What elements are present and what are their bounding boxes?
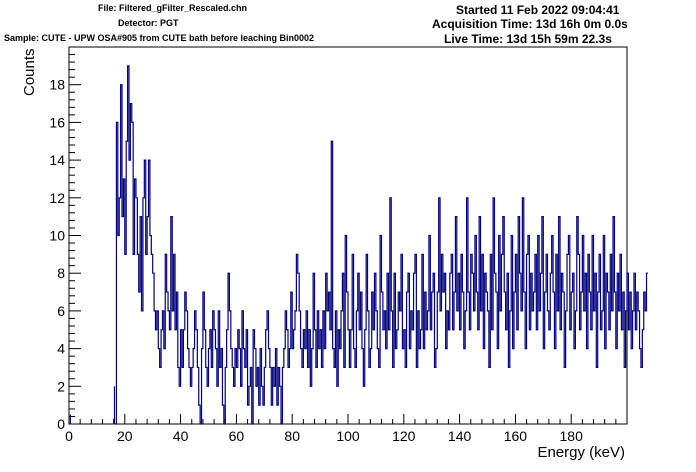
x-tick-label: 100 [336, 428, 360, 444]
y-tick-label: 12 [49, 190, 65, 206]
y-tick-label: 14 [49, 152, 65, 168]
y-tick-label: 10 [49, 228, 65, 244]
x-tick-label: 60 [229, 428, 245, 444]
y-tick-label: 2 [57, 378, 65, 394]
x-tick-label: 0 [65, 428, 73, 444]
acquisition-time-label: Acquisition Time: 13d 16h 0m 0.0s [432, 17, 628, 31]
live-time-label: Live Time: 13d 15h 59m 22.3s [444, 32, 612, 46]
y-tick-label: 4 [57, 341, 65, 357]
x-tick-label: 40 [173, 428, 189, 444]
detector-label: Detector: PGT [118, 18, 179, 28]
y-tick-label: 0 [57, 416, 65, 432]
y-tick-label: 8 [57, 265, 65, 281]
x-tick-label: 180 [560, 428, 584, 444]
start-time-label: Started 11 Feb 2022 09:04:41 [456, 3, 620, 17]
y-tick-label: 18 [49, 77, 65, 93]
x-tick-label: 160 [504, 428, 528, 444]
histogram-line [115, 65, 648, 425]
y-tick-label: 6 [57, 303, 65, 319]
x-axis-label: Energy (keV) [537, 444, 625, 461]
y-tick-label: 16 [49, 114, 65, 130]
x-axis: 0 20 40 60 80 100 120 140 160 180 [65, 414, 628, 444]
sample-label: Sample: CUTE - UPW OSA#905 from CUTE bat… [4, 33, 315, 43]
y-axis-label: Counts [21, 48, 38, 96]
histogram-series [69, 65, 648, 425]
file-name-label: File: Filtered_gFilter_Rescaled.chn [98, 3, 248, 13]
y-axis: 0 2 4 6 8 10 12 14 16 18 [49, 46, 81, 432]
x-tick-label: 120 [392, 428, 416, 444]
x-tick-label: 80 [284, 428, 300, 444]
x-tick-label: 20 [117, 428, 133, 444]
x-tick-label: 140 [448, 428, 472, 444]
